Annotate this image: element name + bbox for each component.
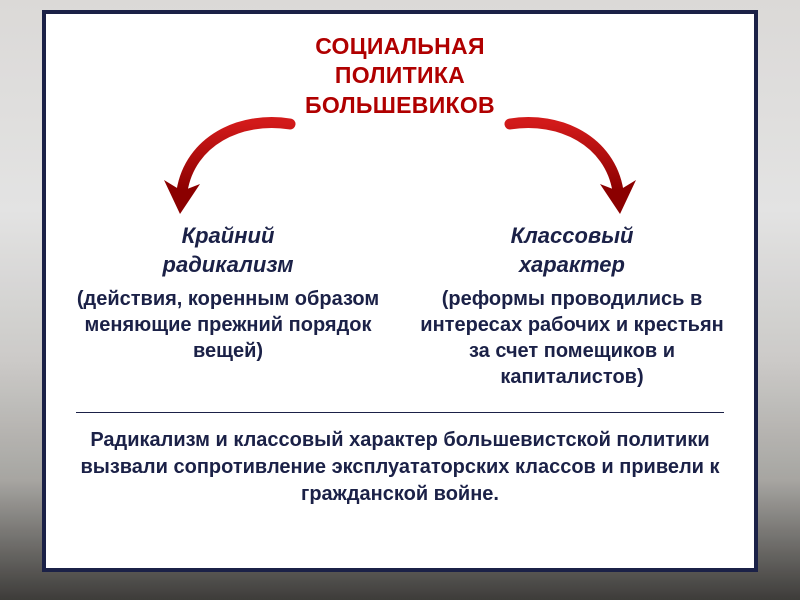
- branch-right-title-line2: характер: [519, 252, 625, 277]
- branch-right-title: Классовый характер: [420, 222, 724, 279]
- conclusion-text: Радикализм и классовый характер большеви…: [70, 427, 730, 508]
- arrow-left-icon: [150, 106, 310, 226]
- branch-right-title-line1: Классовый: [511, 223, 634, 248]
- title-line-3: БОЛЬШЕВИКОВ: [305, 92, 495, 118]
- branch-right: Классовый характер (реформы проводились …: [420, 222, 724, 389]
- arrows-region: [120, 126, 680, 216]
- divider-line: [76, 412, 724, 413]
- branch-left-title-line1: Крайний: [182, 223, 275, 248]
- branch-left-title: Крайний радикализм: [76, 222, 380, 279]
- branch-right-desc: (реформы проводились в интересах рабочих…: [420, 286, 724, 390]
- slide-card: СОЦИАЛЬНАЯ ПОЛИТИКА БОЛЬШЕВИКОВ: [42, 10, 758, 572]
- branch-left-title-line2: радикализм: [163, 252, 294, 277]
- arrow-right-icon: [490, 106, 650, 226]
- branches-row: Крайний радикализм (действия, коренным о…: [70, 222, 730, 389]
- branch-left-desc: (действия, коренным образом меняющие пре…: [76, 286, 380, 364]
- title-line-1: СОЦИАЛЬНАЯ: [315, 33, 485, 59]
- title-line-2: ПОЛИТИКА: [335, 62, 465, 88]
- branch-left: Крайний радикализм (действия, коренным о…: [76, 222, 380, 389]
